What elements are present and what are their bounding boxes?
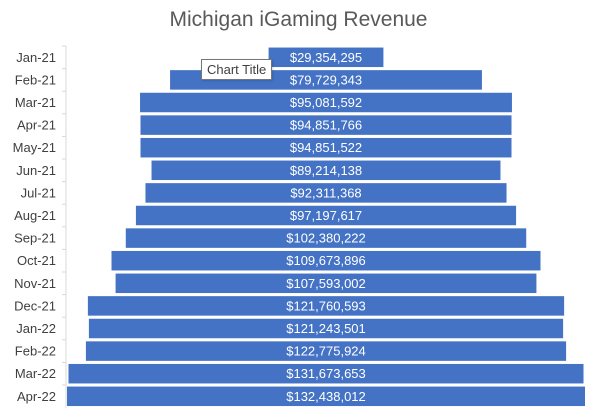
bar-Mar-21[interactable]: [140, 92, 512, 113]
data-label: $109,673,896: [286, 253, 366, 268]
bar-Jan-21[interactable]: [268, 47, 384, 68]
data-label: $79,729,343: [290, 72, 362, 87]
bar-Apr-21[interactable]: [140, 115, 512, 135]
bar-Dec-21[interactable]: [87, 296, 565, 316]
category-label: Feb-22: [15, 344, 56, 359]
category-label: Nov-21: [14, 276, 56, 291]
bar-Jan-22[interactable]: [88, 318, 564, 339]
category-label: Jan-22: [16, 321, 56, 336]
bar-Apr-22[interactable]: [67, 386, 585, 407]
category-label: Jul-21: [21, 185, 56, 200]
bar-Aug-21[interactable]: [135, 205, 517, 226]
bar-Mar-22[interactable]: [68, 363, 584, 384]
category-label: Apr-21: [17, 118, 56, 133]
category-label: Dec-21: [14, 298, 56, 313]
data-label: $29,354,295: [290, 50, 362, 65]
bar-Oct-21[interactable]: [111, 250, 541, 271]
data-label: $102,380,222: [286, 231, 366, 246]
category-label: Aug-21: [14, 208, 56, 223]
chart-title-tooltip: Chart Title: [201, 59, 273, 80]
data-label: $92,311,368: [290, 185, 361, 200]
bar-Sep-21[interactable]: [125, 228, 527, 248]
category-label: Sep-21: [14, 231, 56, 246]
data-label: $95,081,592: [290, 95, 362, 110]
category-label: Mar-21: [15, 95, 56, 110]
data-label: $121,760,593: [286, 298, 366, 313]
bar-Jun-21[interactable]: [151, 160, 501, 181]
data-label: $122,775,924: [286, 344, 366, 359]
category-label: Oct-21: [17, 253, 56, 268]
data-label: $132,438,012: [286, 389, 366, 404]
bar-May-21[interactable]: [140, 137, 512, 158]
bar-Jul-21[interactable]: [145, 183, 507, 203]
data-label: $97,197,617: [290, 208, 362, 223]
data-label: $94,851,522: [290, 140, 362, 155]
category-label: Feb-21: [15, 72, 56, 87]
category-label: Jan-21: [16, 50, 56, 65]
data-label: $94,851,766: [290, 118, 362, 133]
category-label: Jun-21: [16, 163, 56, 178]
data-label: $131,673,653: [286, 366, 366, 381]
data-label: $107,593,002: [286, 276, 366, 291]
data-label: $121,243,501: [286, 321, 366, 336]
chart-title: Michigan iGaming Revenue: [169, 8, 428, 31]
data-label: $89,214,138: [290, 163, 362, 178]
bar-Nov-21[interactable]: [115, 273, 537, 294]
bar-Feb-22[interactable]: [85, 341, 567, 361]
category-label: Mar-22: [15, 366, 56, 381]
category-label: Apr-22: [17, 389, 56, 404]
category-label: May-21: [13, 140, 56, 155]
